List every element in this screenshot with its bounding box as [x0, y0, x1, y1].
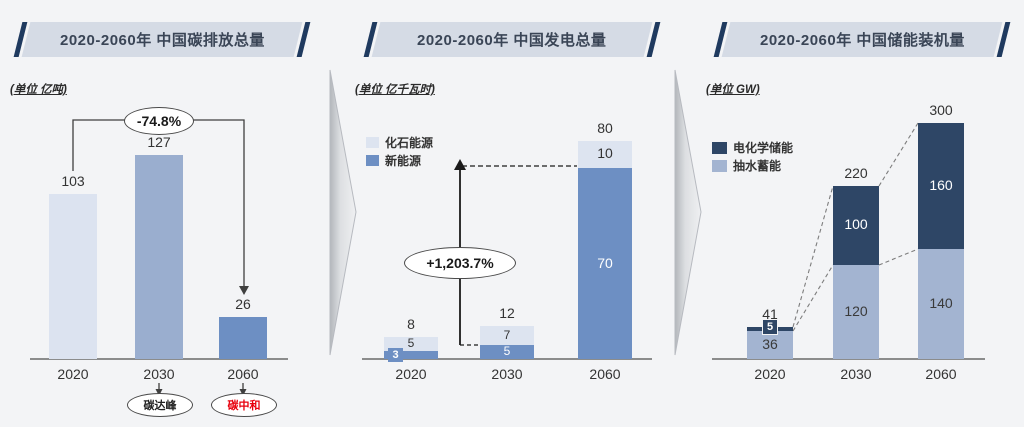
segment-新能源 — [480, 345, 534, 359]
legend-item: 电化学储能 — [712, 139, 793, 156]
segment-新能源 — [384, 351, 438, 359]
segment-value-label: 5 — [407, 336, 415, 350]
legend-swatch — [712, 141, 727, 154]
legend-item: 新能源 — [366, 152, 421, 169]
segment-化石能源 — [480, 326, 534, 345]
legend-label: 新能源 — [385, 154, 422, 168]
total-value-label: 80 — [597, 120, 613, 136]
legend-swatch — [366, 137, 379, 148]
segment-value-label: 5 — [503, 344, 511, 358]
legend-swatch — [712, 159, 727, 172]
segment-value-label: 7 — [503, 328, 511, 342]
total-value-label: 220 — [844, 165, 868, 181]
legend-item: 化石能源 — [366, 134, 433, 151]
segment-value-tag: 5 — [762, 319, 778, 335]
panel2-unit-label: (单位 亿千瓦时) — [355, 84, 435, 96]
segment-value-label: 10 — [597, 145, 613, 161]
segment-value-label: 160 — [929, 177, 953, 193]
segment-value-label: 70 — [597, 255, 613, 271]
axis-tick-label: 2030 — [491, 366, 523, 382]
legend-label: 电化学储能 — [733, 141, 794, 155]
segment-value-label: 120 — [844, 303, 868, 319]
segment-电化学储能 — [918, 123, 964, 249]
total-value-label: 8 — [407, 316, 415, 332]
panel3-unit-label: (单位 GW) — [706, 84, 760, 96]
axis-tick-label: 2020 — [754, 366, 786, 382]
axis-tick-label: 2030 — [143, 366, 175, 382]
segment-抽水蓄能 — [833, 265, 879, 359]
bar-2060 — [219, 317, 267, 359]
change-percent-badge: +1,203.7% — [404, 247, 516, 279]
axis-tick-label: 2020 — [57, 366, 89, 382]
change-percent-badge: -74.8% — [124, 107, 194, 135]
legend-item: 抽水蓄能 — [712, 157, 781, 174]
segment-抽水蓄能 — [918, 249, 964, 359]
milestone-badge-carbon-peak: 碳达峰 — [127, 393, 193, 417]
segment-抽水蓄能 — [747, 331, 793, 359]
axis-tick-label: 2060 — [925, 366, 957, 382]
segment-value-label: 140 — [929, 295, 953, 311]
total-value-label: 12 — [499, 305, 515, 321]
segment-电化学储能 — [833, 186, 879, 265]
bar-2030 — [135, 155, 183, 359]
bar-2020 — [49, 194, 97, 359]
milestone-badge-carbon-neutral: 碳中和 — [211, 393, 277, 417]
segment-value-label: 36 — [762, 336, 778, 352]
segment-新能源 — [578, 168, 632, 359]
axis-tick-label: 2060 — [227, 366, 259, 382]
axis-tick-label: 2060 — [589, 366, 621, 382]
legend-label: 抽水蓄能 — [733, 159, 782, 173]
axis-tick-label: 2020 — [395, 366, 427, 382]
bar-value-label: 103 — [61, 173, 85, 189]
total-value-label: 41 — [762, 306, 778, 322]
segment-value-label: 100 — [844, 216, 868, 232]
segment-化石能源 — [384, 337, 438, 351]
bar-value-label: 26 — [235, 296, 251, 312]
segment-value-tag: 3 — [388, 348, 403, 362]
total-value-label: 300 — [929, 102, 953, 118]
segment-化石能源 — [578, 141, 632, 168]
legend-swatch — [366, 155, 379, 166]
legend-label: 化石能源 — [385, 136, 434, 150]
bar-value-label: 127 — [147, 134, 171, 150]
axis-tick-label: 2030 — [840, 366, 872, 382]
panel1-unit-label: (单位 亿吨) — [10, 84, 67, 96]
